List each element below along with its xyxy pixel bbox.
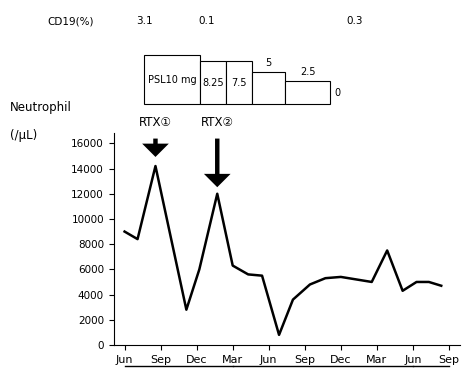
Text: 3.1: 3.1 — [137, 16, 153, 26]
Text: 5: 5 — [265, 58, 272, 68]
Bar — [200, 61, 226, 104]
Bar — [252, 73, 285, 104]
Bar — [285, 82, 330, 104]
Text: (/μL): (/μL) — [10, 129, 37, 142]
Text: Neutrophil: Neutrophil — [10, 101, 72, 114]
Text: 7.5: 7.5 — [231, 78, 247, 88]
Text: RTX①: RTX① — [139, 116, 172, 129]
Text: 8.25: 8.25 — [202, 78, 224, 88]
Text: 0.1: 0.1 — [198, 16, 215, 26]
Text: RTX②: RTX② — [201, 116, 234, 129]
Text: 0.3: 0.3 — [346, 16, 363, 26]
Text: CD19(%): CD19(%) — [47, 16, 93, 26]
Bar — [145, 55, 200, 104]
Text: PSL10 mg: PSL10 mg — [148, 74, 197, 85]
Text: 0: 0 — [334, 88, 340, 98]
Bar — [226, 61, 252, 104]
Text: 2.5: 2.5 — [300, 67, 316, 76]
